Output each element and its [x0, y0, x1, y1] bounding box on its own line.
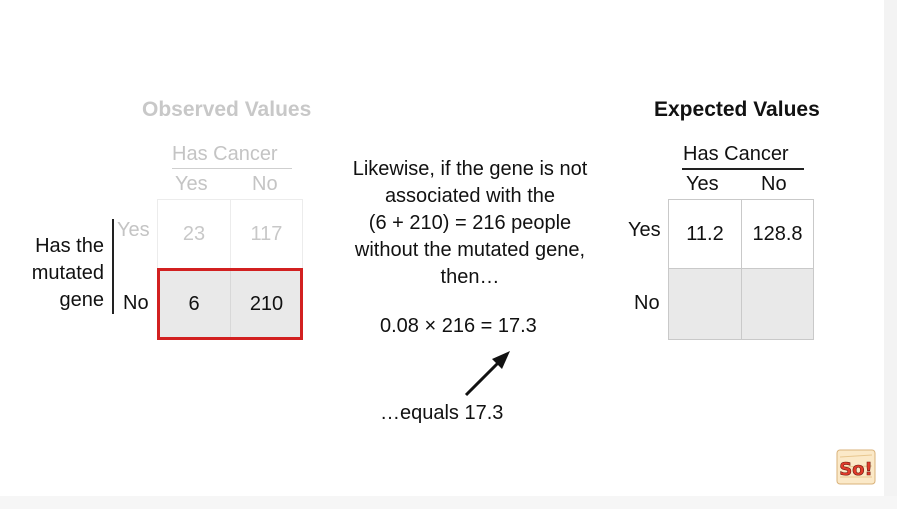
observed-cell-yes-yes: 23	[157, 199, 231, 269]
expected-cell-no-yes	[668, 268, 742, 340]
svg-text:So!: So!	[839, 459, 873, 480]
result-note: …equals 17.3	[380, 402, 504, 424]
observed-cell-yes-no: 117	[230, 199, 303, 269]
observed-col-header: Has Cancer	[172, 143, 278, 165]
expected-table: 11.2 128.8	[668, 199, 814, 340]
expected-col-no: No	[761, 173, 787, 195]
explanation-line: (6 + 210) = 216 people	[368, 212, 572, 234]
explanation-line: associated with the	[384, 185, 556, 207]
statquest-logo-icon: So!	[836, 449, 876, 485]
expected-row-yes: Yes	[628, 219, 661, 241]
expected-col-yes: Yes	[686, 173, 719, 195]
expected-col-header: Has Cancer	[683, 143, 789, 165]
row-header-line: gene	[59, 289, 105, 311]
expected-cell-yes-no: 128.8	[741, 199, 814, 269]
observed-cell-no-no: 210	[230, 268, 303, 340]
arrow-icon	[464, 351, 510, 397]
expected-col-header-underline	[682, 168, 804, 170]
observed-title: Observed Values	[142, 98, 312, 121]
explanation-line: Likewise, if the gene is not	[352, 158, 588, 180]
explanation-line: then…	[440, 266, 500, 288]
expected-row-no: No	[634, 292, 660, 314]
observed-row-no: No	[123, 292, 149, 314]
observed-col-header-underline	[172, 168, 292, 169]
explanation-line: without the mutated gene,	[354, 239, 586, 261]
row-header-line: Has the	[35, 235, 104, 257]
calculation: 0.08 × 216 = 17.3	[380, 315, 537, 337]
observed-col-yes: Yes	[175, 173, 208, 195]
observed-row-yes: Yes	[117, 219, 150, 241]
observed-cell-no-yes: 6	[157, 268, 231, 340]
observed-row-bracket	[112, 219, 114, 314]
expected-cell-no-no	[741, 268, 814, 340]
expected-cell-yes-yes: 11.2	[668, 199, 742, 269]
row-header-line: mutated	[31, 262, 104, 284]
slide-bottom-edge	[0, 496, 897, 509]
observed-table: 23 117 6 210	[157, 199, 303, 340]
observed-row-header: Has the mutated gene	[20, 233, 104, 314]
expected-title: Expected Values	[654, 98, 820, 121]
observed-col-no: No	[252, 173, 278, 195]
slide-right-edge	[884, 0, 897, 509]
explanation-text: Likewise, if the gene is not associated …	[330, 156, 610, 291]
highlight-box	[157, 268, 303, 340]
